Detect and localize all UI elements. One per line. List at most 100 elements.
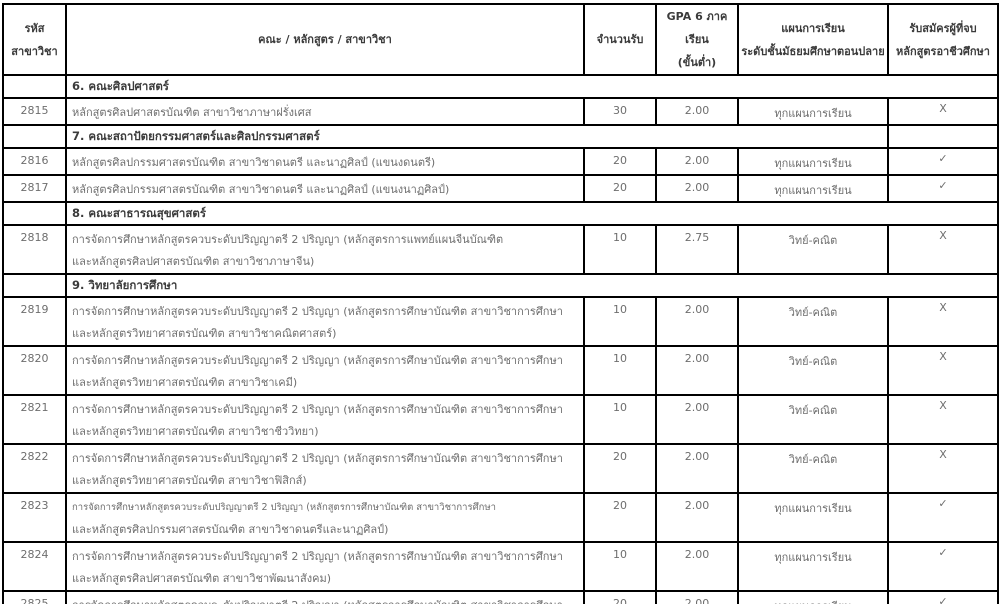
- gpa-value: 2.00: [655, 590, 739, 604]
- gpa-value: 2.00: [655, 174, 739, 203]
- header-code: รหัส สาขาวิชา: [2, 3, 67, 76]
- quota-value: 10: [583, 224, 657, 275]
- program-name: การจัดการศึกษาหลักสูตรควบระดับปริญญาตรี …: [65, 541, 585, 592]
- program-name-line: การจัดการศึกษาหลักสูตรควบระดับปริญญาตรี …: [72, 233, 504, 246]
- cross-icon: X: [887, 345, 999, 396]
- program-name: หลักสูตรศิลปศาสตรบัณฑิต สาขาวิชาภาษาฝรั่…: [65, 97, 585, 126]
- quota-value: 10: [583, 394, 657, 445]
- program-name-line: การจัดการศึกษาหลักสูตรควบระดับปริญญาตรี …: [72, 354, 563, 367]
- quota-value: 10: [583, 541, 657, 592]
- header-vocational: รับสมัครผู้ที่จบ หลักสูตรอาชีวศึกษา: [887, 3, 999, 76]
- quota-value: 10: [583, 345, 657, 396]
- quota-value: 20: [583, 174, 657, 203]
- program-name: การจัดการศึกษาหลักสูตรควบระดับปริญญาตรี …: [65, 296, 585, 347]
- header-quota: จำนวนรับ: [583, 3, 657, 76]
- plan-value: วิทย์-คณิต: [737, 345, 889, 396]
- cross-icon: X: [887, 443, 999, 494]
- program-code: 2825: [2, 590, 67, 604]
- header-plan-line2: ระดับชั้นมัธยมศึกษาตอนปลาย: [741, 44, 885, 58]
- header-gpa: GPA 6 ภาคเรียน (ขั้นต่ำ): [655, 3, 739, 76]
- program-code: 2822: [2, 443, 67, 494]
- gpa-value: 2.00: [655, 296, 739, 347]
- program-name-line: และหลักสูตรศิลปศาสตรบัณฑิต สาขาวิชาพัฒนา…: [72, 572, 332, 585]
- plan-value: ทุกแผนการเรียน: [737, 492, 889, 543]
- check-icon: ✓: [887, 590, 999, 604]
- code-cell-empty: [2, 74, 67, 99]
- table-row: 2822 การจัดการศึกษาหลักสูตรควบระดับปริญญา…: [2, 443, 999, 494]
- header-gpa-line1: GPA 6 ภาคเรียน: [666, 10, 728, 46]
- plan-value: ทุกแผนการเรียน: [737, 147, 889, 176]
- header-plan: แผนการเรียน ระดับชั้นมัธยมศึกษาตอนปลาย: [737, 3, 889, 76]
- header-program: คณะ / หลักสูตร / สาขาวิชา: [65, 3, 585, 76]
- program-code: 2820: [2, 345, 67, 396]
- header-row: รหัส สาขาวิชา คณะ / หลักสูตร / สาขาวิชา …: [2, 3, 999, 76]
- section-row: 8. คณะสาธารณสุขศาสตร์: [2, 201, 999, 226]
- program-name: หลักสูตรศิลปกรรมศาสตรบัณฑิต สาขาวิชาดนตร…: [65, 147, 585, 176]
- table-row: 2821 การจัดการศึกษาหลักสูตรควบระดับปริญญา…: [2, 394, 999, 445]
- program-name: การจัดการศึกษาหลักสูตรควบระดับปริญญาตรี …: [65, 590, 585, 604]
- check-icon: ✓: [887, 147, 999, 176]
- program-name-line: การจัดการศึกษาหลักสูตรควบระดับปริญญาตรี …: [72, 452, 563, 465]
- table-row: 2815 หลักสูตรศิลปศาสตรบัณฑิต สาขาวิชาภาษา…: [2, 97, 999, 126]
- program-code: 2815: [2, 97, 67, 126]
- quota-value: 30: [583, 97, 657, 126]
- admission-table: รหัส สาขาวิชา คณะ / หลักสูตร / สาขาวิชา …: [2, 3, 999, 604]
- code-cell-empty: [2, 273, 67, 298]
- gpa-value: 2.00: [655, 541, 739, 592]
- section-title: 7. คณะสถาปัตยกรรมศาสตร์และศิลปกรรมศาสตร์: [65, 124, 889, 149]
- section-row: 7. คณะสถาปัตยกรรมศาสตร์และศิลปกรรมศาสตร์: [2, 124, 999, 149]
- program-code: 2816: [2, 147, 67, 176]
- program-code: 2821: [2, 394, 67, 445]
- table-row: 2818 การจัดการศึกษาหลักสูตรควบระดับปริญญา…: [2, 224, 999, 275]
- program-name-line: การจัดการศึกษาหลักสูตรควบระดับปริญญาตรี …: [72, 550, 563, 563]
- gpa-value: 2.00: [655, 97, 739, 126]
- cross-icon: X: [887, 296, 999, 347]
- header-vocational-line2: หลักสูตรอาชีวศึกษา: [896, 44, 990, 58]
- code-cell-empty: [2, 124, 67, 149]
- section-title: 8. คณะสาธารณสุขศาสตร์: [65, 201, 999, 226]
- program-name-line: และหลักสูตรวิทยาศาสตรบัณฑิต สาขาวิชาเคมี…: [72, 376, 298, 389]
- gpa-value: 2.00: [655, 443, 739, 494]
- program-code: 2818: [2, 224, 67, 275]
- program-name-line: การจัดการศึกษาหลักสูตรควบระดับปริญญาตรี …: [72, 595, 579, 604]
- plan-value: ทุกแผนการเรียน: [737, 174, 889, 203]
- program-name-line: และหลักสูตรวิทยาศาสตรบัณฑิต สาขาวิชาชีวว…: [72, 425, 319, 438]
- program-name: การจัดการศึกษาหลักสูตรควบระดับปริญญาตรี …: [65, 443, 585, 494]
- gpa-value: 2.00: [655, 147, 739, 176]
- program-name-line: หลักสูตรศิลปกรรมศาสตรบัณฑิต สาขาวิชาดนตร…: [72, 156, 436, 169]
- table-row: 2824 การจัดการศึกษาหลักสูตรควบระดับปริญญา…: [2, 541, 999, 592]
- table-row: 2817 หลักสูตรศิลปกรรมศาสตรบัณฑิต สาขาวิชา…: [2, 174, 999, 203]
- plan-value: ทุกแผนการเรียน: [737, 590, 889, 604]
- cross-icon: X: [887, 224, 999, 275]
- program-name: หลักสูตรศิลปกรรมศาสตรบัณฑิต สาขาวิชาดนตร…: [65, 174, 585, 203]
- program-code: 2824: [2, 541, 67, 592]
- header-code-line1: รหัส: [24, 21, 45, 35]
- header-gpa-line2: (ขั้นต่ำ): [677, 56, 717, 69]
- section-title: 9. วิทยาลัยการศึกษา: [65, 273, 999, 298]
- table-body: 6. คณะศิลปศาสตร์ 2815 หลักสูตรศิลปศาสตรบัณ…: [2, 74, 999, 604]
- plan-value: วิทย์-คณิต: [737, 224, 889, 275]
- program-name-line: หลักสูตรศิลปศาสตรบัณฑิต สาขาวิชาภาษาฝรั่…: [72, 106, 312, 119]
- gpa-value: 2.00: [655, 492, 739, 543]
- program-name: การจัดการศึกษาหลักสูตรควบระดับปริญญาตรี …: [65, 224, 585, 275]
- program-name: การจัดการศึกษาหลักสูตรควบระดับปริญญาตรี …: [65, 345, 585, 396]
- program-name-line: หลักสูตรศิลปกรรมศาสตรบัณฑิต สาขาวิชาดนตร…: [72, 183, 450, 196]
- program-name-line: และหลักสูตรวิทยาศาสตรบัณฑิต สาขาวิชาคณิต…: [72, 327, 337, 340]
- check-icon: ✓: [887, 541, 999, 592]
- program-code: 2819: [2, 296, 67, 347]
- gpa-value: 2.75: [655, 224, 739, 275]
- program-code: 2823: [2, 492, 67, 543]
- program-name-line: และหลักสูตรศิลปกรรมศาสตรบัณฑิต สาขาวิชาด…: [72, 523, 389, 536]
- plan-value: ทุกแผนการเรียน: [737, 541, 889, 592]
- header-vocational-line1: รับสมัครผู้ที่จบ: [909, 21, 977, 35]
- quota-value: 10: [583, 296, 657, 347]
- quota-value: 20: [583, 492, 657, 543]
- program-name: การจัดการศึกษาหลักสูตรควบระดับปริญญาตรี …: [65, 492, 585, 543]
- table-header: รหัส สาขาวิชา คณะ / หลักสูตร / สาขาวิชา …: [2, 3, 999, 76]
- program-name: การจัดการศึกษาหลักสูตรควบระดับปริญญาตรี …: [65, 394, 585, 445]
- quota-value: 20: [583, 443, 657, 494]
- plan-value: วิทย์-คณิต: [737, 443, 889, 494]
- program-code: 2817: [2, 174, 67, 203]
- check-icon: ✓: [887, 174, 999, 203]
- cross-icon: X: [887, 97, 999, 126]
